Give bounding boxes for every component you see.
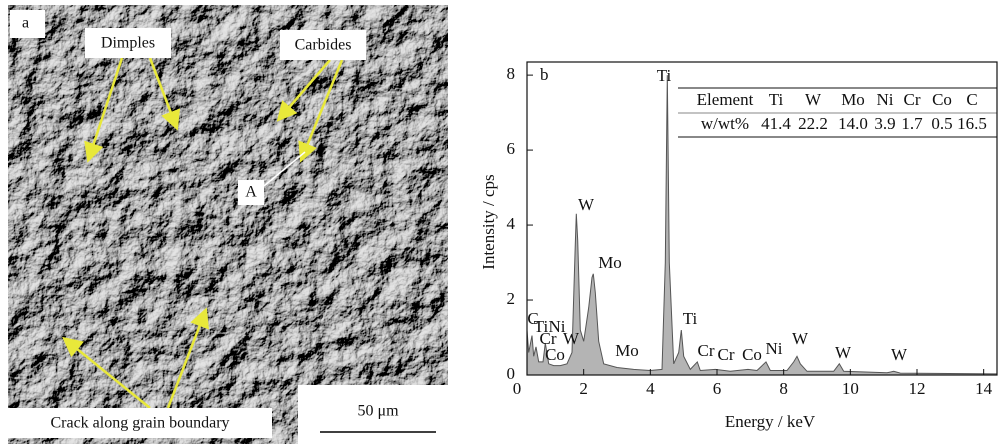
figure: 50 μm a Dimples Carbides A Crack along g… xyxy=(0,0,998,444)
panel-label: b xyxy=(540,65,549,84)
x-tick-label: 8 xyxy=(779,379,788,398)
table-cell: 22.2 xyxy=(798,114,828,133)
table-header: W xyxy=(805,90,822,109)
y-axis-title: Intensity / cps xyxy=(479,174,498,269)
peak-label: Cr xyxy=(698,341,715,360)
scale-label: 50 μm xyxy=(357,403,399,420)
peak-label: Ti xyxy=(683,309,698,328)
peak-label: Cr xyxy=(718,345,735,364)
micrograph: 50 μm a Dimples Carbides A Crack along g… xyxy=(8,5,448,444)
peak-label: Ti xyxy=(657,66,672,85)
y-tick-label: 4 xyxy=(507,214,516,233)
x-tick-label: 4 xyxy=(646,379,655,398)
y-tick-label: 8 xyxy=(507,64,516,83)
x-tick-label: 10 xyxy=(842,379,859,398)
table-header: C xyxy=(966,90,977,109)
panel-label: a xyxy=(22,15,29,32)
page: 50 μm a Dimples Carbides A Crack along g… xyxy=(0,0,998,444)
table-cell: 1.7 xyxy=(901,114,923,133)
peak-label: Mo xyxy=(615,341,639,360)
x-axis-title: Energy / keV xyxy=(725,412,816,431)
annotation: Crack along grain boundary xyxy=(50,415,229,432)
annotation: Carbides xyxy=(295,37,352,54)
peak-label: Co xyxy=(742,345,762,364)
table-header: Ni xyxy=(877,90,894,109)
y-tick-label: 0 xyxy=(507,364,516,383)
peak-label: Ni xyxy=(766,339,783,358)
sem-image xyxy=(8,5,448,444)
table-header: Element xyxy=(697,90,754,109)
table-header: Mo xyxy=(841,90,865,109)
table-cell: 0.5 xyxy=(931,114,952,133)
x-tick-label: 2 xyxy=(579,379,588,398)
peak-label: W xyxy=(563,329,580,348)
x-tick-label: 14 xyxy=(975,379,993,398)
peak-label: Mo xyxy=(598,253,622,272)
table-cell: 41.4 xyxy=(761,114,791,133)
y-tick-label: 2 xyxy=(507,289,516,308)
table-cell: 16.5 xyxy=(957,114,987,133)
annotation: A xyxy=(245,184,257,201)
x-tick-label: 12 xyxy=(909,379,926,398)
annotation: Dimples xyxy=(101,35,155,52)
peak-label: W xyxy=(891,345,908,364)
y-tick-label: 6 xyxy=(507,139,516,158)
x-tick-label: 6 xyxy=(713,379,722,398)
spectrum-chart: b Energy / keV Intensity / cps 0 2 4 6 8 10 12… xyxy=(479,62,997,431)
table-header: Ti xyxy=(769,90,784,109)
peak-label: Co xyxy=(545,345,565,364)
table-header: Cr xyxy=(904,90,921,109)
peak-label: W xyxy=(578,195,595,214)
table-cell: 14.0 xyxy=(838,114,868,133)
table-cell: w/wt% xyxy=(701,114,749,133)
peak-label: W xyxy=(792,329,809,348)
table-header: Co xyxy=(932,90,952,109)
peak-label: W xyxy=(835,343,852,362)
table-cell: 3.9 xyxy=(874,114,895,133)
